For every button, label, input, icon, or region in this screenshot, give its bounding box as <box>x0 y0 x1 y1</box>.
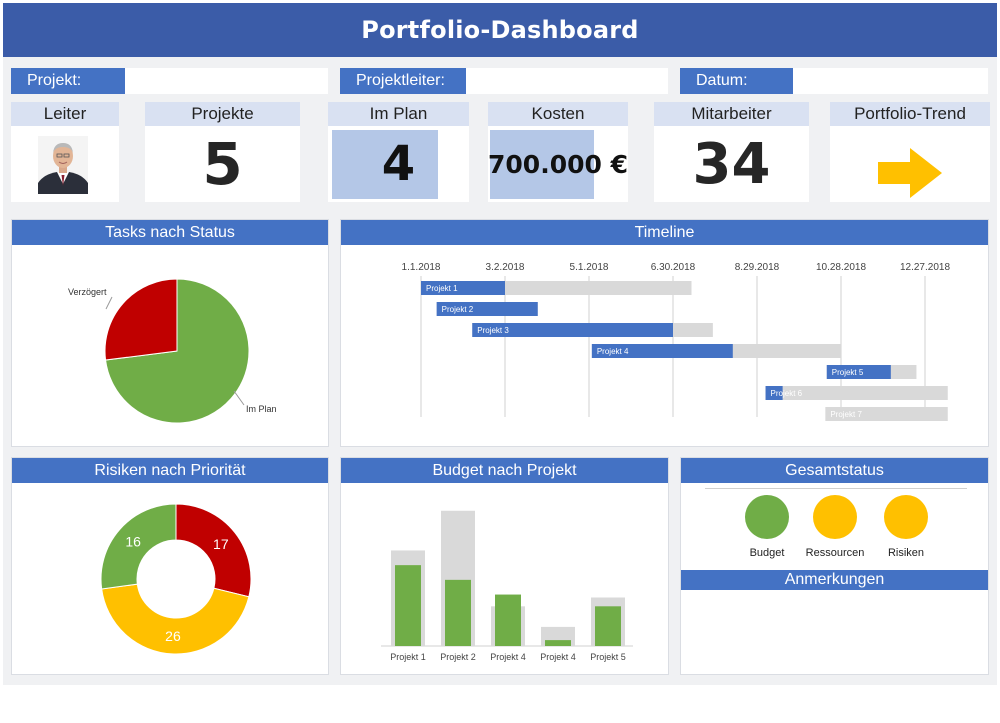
anmerkungen-field[interactable] <box>681 590 988 674</box>
im-plan-label: Im Plan <box>328 102 469 126</box>
task-label: Projekt 1 <box>426 284 458 293</box>
status-label: Ressourcen <box>805 547 865 559</box>
task-label: Projekt 6 <box>771 389 803 398</box>
avatar <box>38 136 88 194</box>
task-label: Projekt 5 <box>832 368 864 377</box>
task-label: Projekt 4 <box>597 347 629 356</box>
task-label: Projekt 2 <box>442 305 474 314</box>
projekt-label: Projekt: <box>11 68 125 94</box>
leiter-label: Leiter <box>11 102 119 126</box>
leader-line-im-plan <box>233 390 245 406</box>
status-label: Budget <box>749 547 785 559</box>
donut-data-label: 26 <box>165 628 181 644</box>
category-label: Projekt 4 <box>540 652 576 662</box>
risks-panel: Risiken nach Priorität 17 26 16 <box>11 457 329 675</box>
timeline-title: Timeline <box>341 220 988 245</box>
category-label: Projekt 5 <box>590 652 626 662</box>
task-bar-progress <box>591 344 733 358</box>
person-photo-icon <box>38 136 88 194</box>
task-bar-progress <box>436 302 538 316</box>
risks-title: Risiken nach Priorität <box>12 458 328 483</box>
budget-bar-actual <box>395 565 421 646</box>
gesamtstatus-title: Gesamtstatus <box>681 458 988 483</box>
x-tick-label: 8.29.2018 <box>735 262 780 273</box>
tasks-title: Tasks nach Status <box>12 220 328 245</box>
projektleiter-field[interactable] <box>466 68 668 94</box>
datum-label: Datum: <box>680 68 793 94</box>
x-tick-label: 5.1.2018 <box>570 262 609 273</box>
page-title: Portfolio-Dashboard <box>361 16 639 44</box>
status-panel: Gesamtstatus Budget Ressourcen Risiken Anm… <box>680 457 989 675</box>
task-bar-progress <box>472 323 673 337</box>
mitarbeiter-card: Mitarbeiter 34 <box>654 102 809 202</box>
x-tick-label: 3.2.2018 <box>486 262 525 273</box>
pie-label-verzoegert: Verzögert <box>68 287 107 297</box>
im-plan-card: Im Plan 4 <box>328 102 469 202</box>
kosten-fill-bar <box>490 130 595 199</box>
task-bar-progress <box>765 386 783 400</box>
budget-bar-chart: Projekt 1 Projekt 2 Projekt 4 Projekt 4 Proj… <box>381 510 633 662</box>
risks-donut-chart: 17 26 16 <box>100 503 252 655</box>
timeline-gantt-chart: 1.1.2018 3.2.2018 5.1.2018 6.30.2018 8.29.20… <box>402 262 950 421</box>
task-label: Projekt 3 <box>477 326 509 335</box>
status-divider <box>705 488 967 489</box>
status-circle <box>884 495 928 539</box>
leiter-card: Leiter <box>11 102 119 202</box>
anmerkungen-title: Anmerkungen <box>681 570 988 590</box>
task-bar-progress <box>826 365 891 379</box>
projektleiter-label: Projektleiter: <box>340 68 466 94</box>
tasks-pie-chart: Im Plan Verzögert <box>68 278 277 424</box>
mitarbeiter-label: Mitarbeiter <box>654 102 809 126</box>
im-plan-fill-bar <box>332 130 439 199</box>
kosten-label: Kosten <box>488 102 628 126</box>
status-label: Risiken <box>887 547 925 559</box>
pie-slice-2 <box>104 278 178 361</box>
task-bar-total <box>765 386 948 400</box>
donut-slice-1 <box>175 503 252 598</box>
budget-bar-actual <box>445 579 471 646</box>
category-label: Projekt 1 <box>390 652 426 662</box>
budget-bar-actual <box>495 594 521 646</box>
category-label: Projekt 2 <box>440 652 476 662</box>
donut-slice-2 <box>101 583 250 655</box>
donut-data-label: 17 <box>213 536 229 552</box>
x-tick-label: 10.28.2018 <box>816 262 866 273</box>
projekt-field[interactable] <box>125 68 328 94</box>
x-tick-label: 1.1.2018 <box>402 262 441 273</box>
donut-data-label: 16 <box>125 533 141 549</box>
task-bar-total <box>825 407 948 421</box>
donut-slice-3 <box>100 503 177 590</box>
timeline-panel: Timeline 1.1.2018 3.2.2018 5.1.2018 6.30.20… <box>340 219 989 447</box>
status-circle <box>745 495 789 539</box>
pie-label-im-plan: Im Plan <box>246 404 277 414</box>
task-bar-progress <box>421 281 505 295</box>
budget-bar-actual <box>595 606 621 646</box>
status-circle <box>813 495 857 539</box>
projekte-card: Projekte 5 <box>145 102 300 202</box>
mitarbeiter-value: 34 <box>692 131 771 197</box>
arrow-right-icon <box>878 148 942 198</box>
category-label: Projekt 4 <box>490 652 526 662</box>
kosten-value: 700.000 € <box>488 149 628 179</box>
tasks-panel: Tasks nach Status Im Plan Verzögert <box>11 219 329 447</box>
kosten-card: Kosten 700.000 € <box>488 102 628 202</box>
im-plan-value: 4 <box>381 136 416 192</box>
projekte-label: Projekte <box>145 102 300 126</box>
x-tick-label: 12.27.2018 <box>900 262 950 273</box>
budget-bar-actual <box>545 640 571 646</box>
budget-title: Budget nach Projekt <box>341 458 668 483</box>
projekte-value: 5 <box>202 130 243 198</box>
trend-card: Portfolio-Trend <box>830 102 990 202</box>
task-label: Projekt 7 <box>830 410 862 419</box>
title-bar: Portfolio-Dashboard <box>3 3 997 57</box>
x-tick-label: 6.30.2018 <box>651 262 696 273</box>
trend-label: Portfolio-Trend <box>830 102 990 126</box>
datum-field[interactable] <box>793 68 988 94</box>
leader-line-verzoegert <box>105 296 113 310</box>
budget-panel: Budget nach Projekt Projekt 1 Projekt 2 Pr… <box>340 457 669 675</box>
